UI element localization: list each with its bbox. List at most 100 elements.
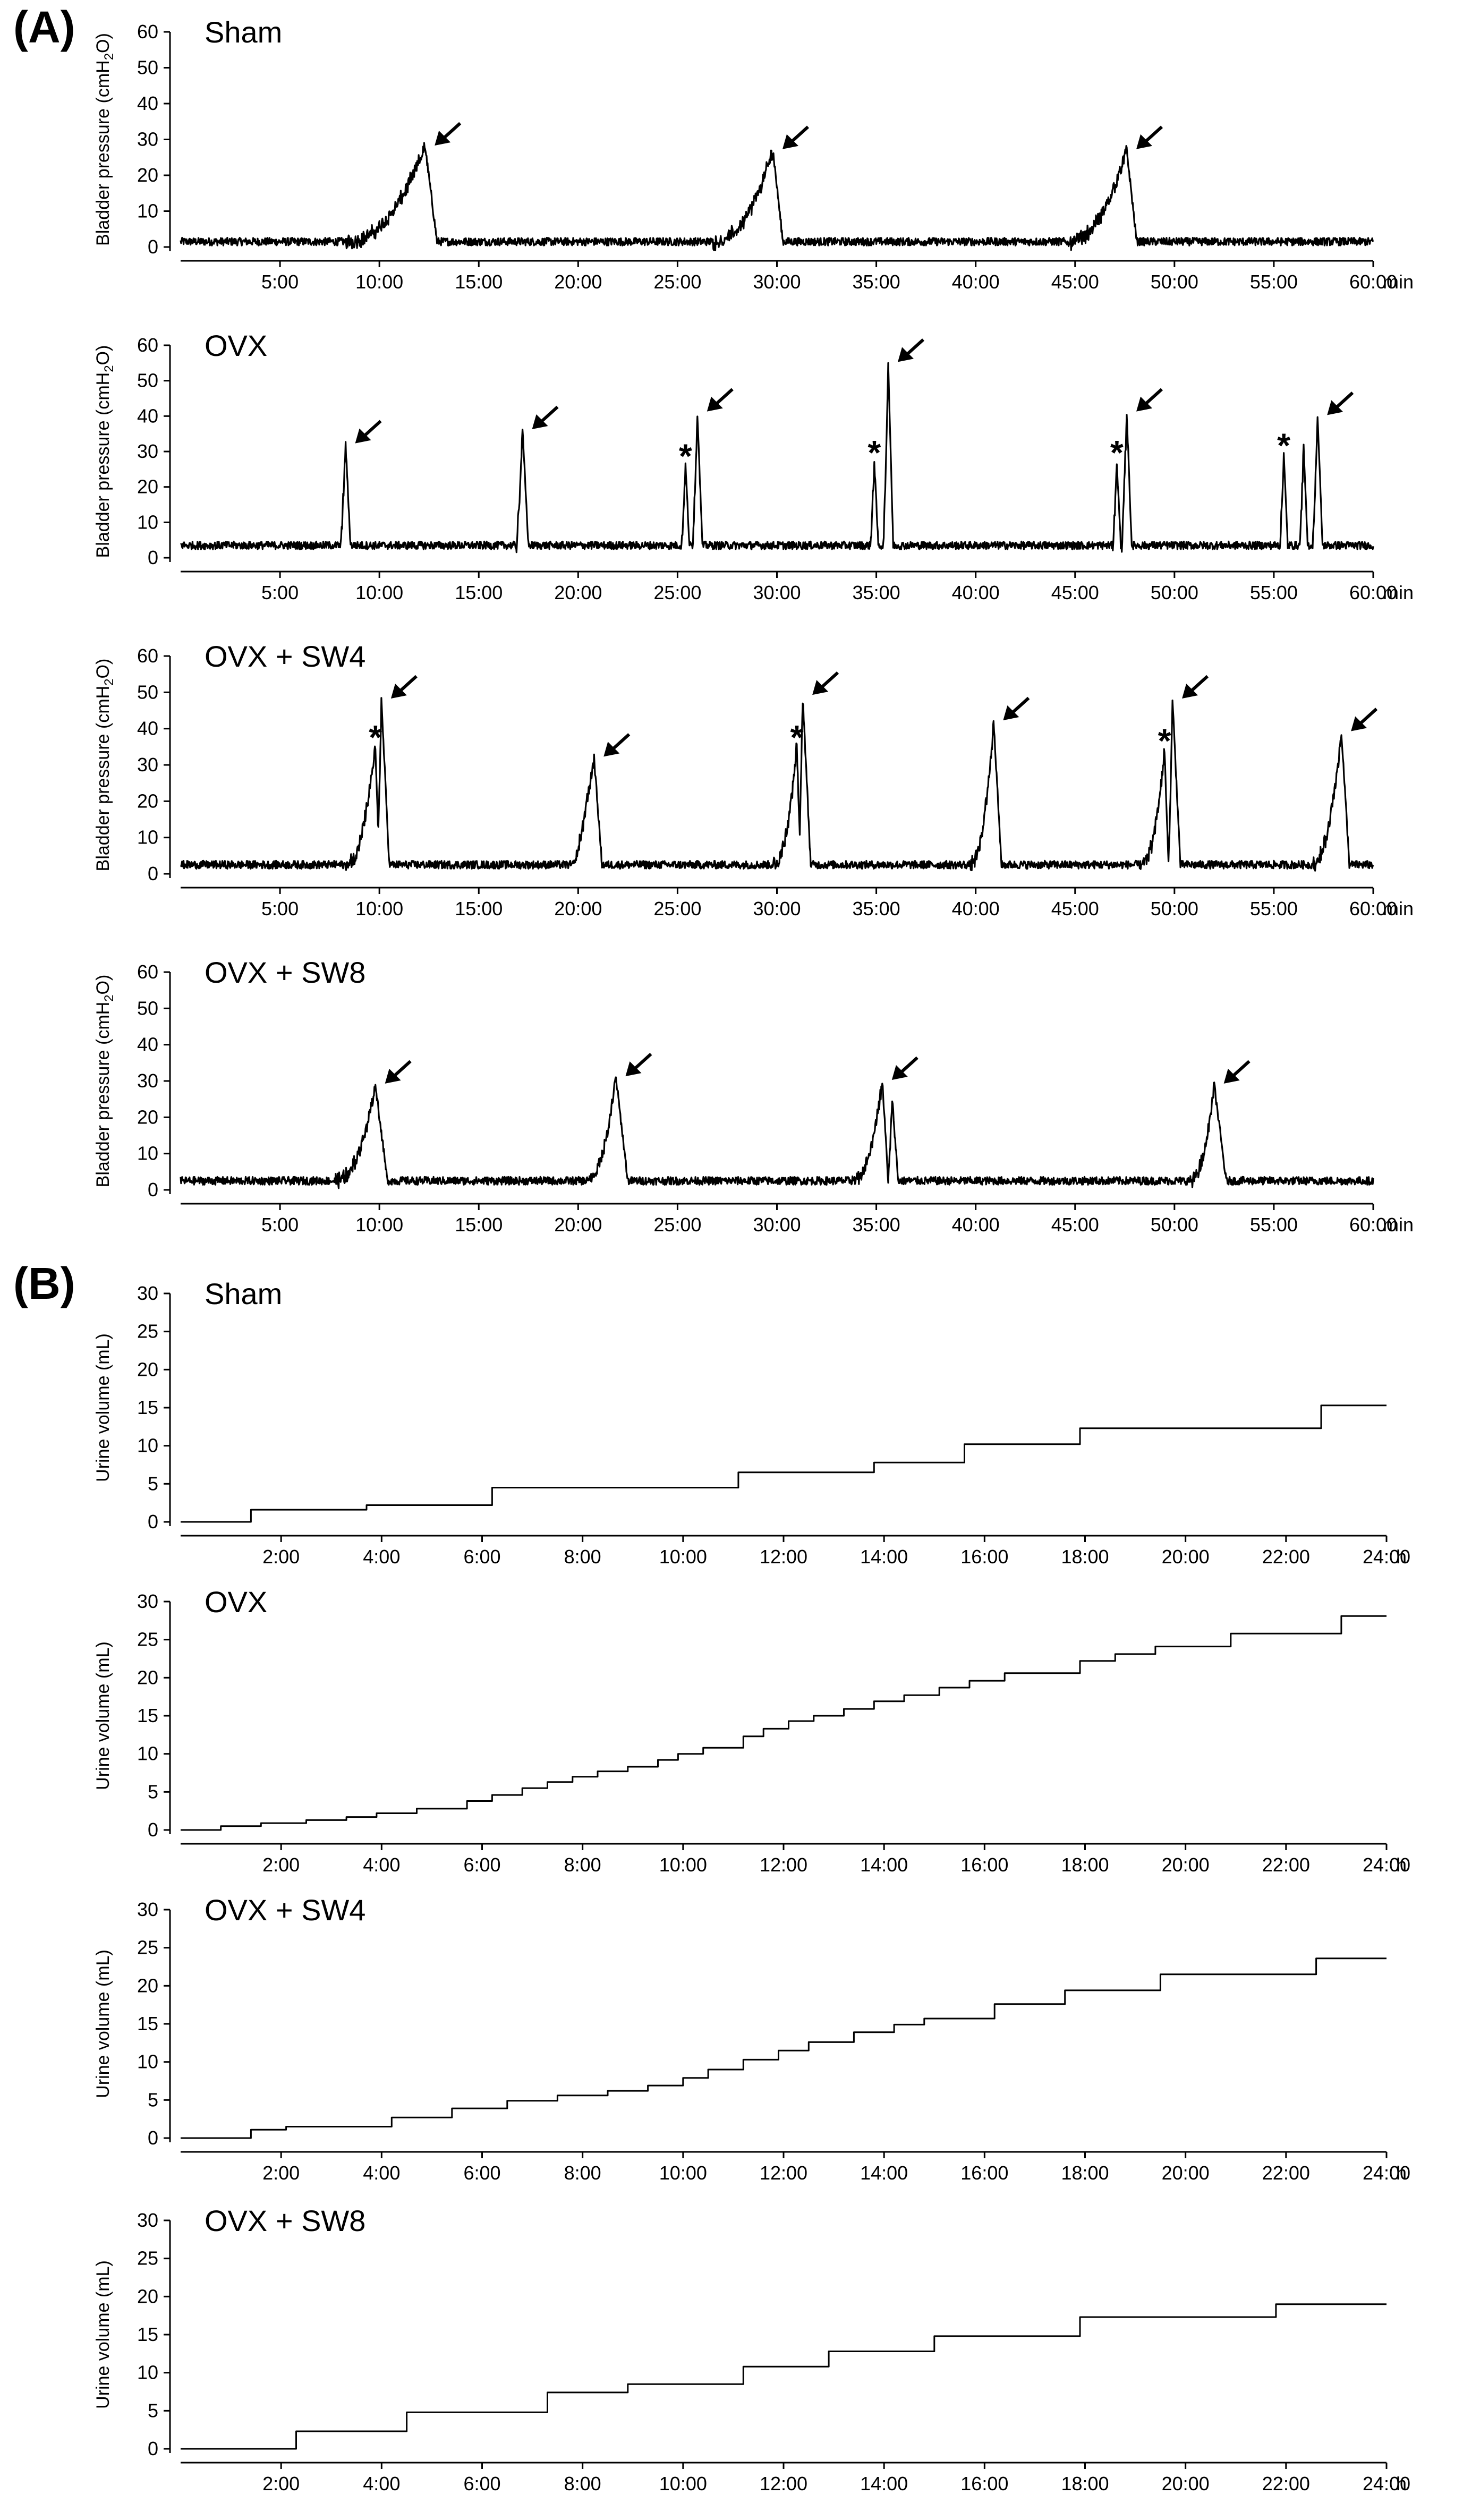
x-tick-label: 12:00 [760,2162,807,2184]
y-tick-label: 30 [137,129,158,150]
y-tick-label: 60 [137,645,158,667]
y-tick-label: 50 [137,681,158,703]
data-trace [180,1076,1374,1189]
x-tick-label: 2:00 [262,2473,300,2495]
x-tick-label: 14:00 [860,1546,908,1568]
asterisk-marker: * [1158,722,1171,760]
x-tick-label: 50:00 [1151,582,1198,603]
chart-title: OVX + SW8 [205,956,365,989]
x-tick-label: 18:00 [1061,2473,1109,2495]
x-tick-label: 2:00 [262,1546,300,1568]
chart-3: 0 10 20 30 40 50 60 5:00 10:00 15:00 20:00 25:00 30:… [93,640,1414,920]
x-tick-label: 40:00 [952,1214,1000,1236]
arrow-icon [435,122,462,146]
x-tick-label: 15:00 [455,1214,503,1236]
y-tick-label: 0 [148,863,158,884]
x-tick-label: 60:00 [1349,582,1397,603]
y-tick-label: 10 [137,827,158,848]
arrow-icon [707,388,734,412]
x-tick-label: 20:00 [554,582,602,603]
chart-6: 0 5 10 15 20 25 30 2:00 4:00 6:00 8:00 10:00 12:00 14… [93,1585,1410,1876]
x-tick-label: 4:00 [363,1854,400,1876]
arrow-icon [898,338,925,362]
asterisk-marker: * [790,718,803,756]
x-tick-label: 50:00 [1151,271,1198,293]
x-tick-label: 5:00 [261,1214,299,1236]
chart-title: OVX + SW8 [205,2204,365,2237]
y-tick-label: 20 [137,1358,158,1380]
x-tick-label: 8:00 [564,1546,601,1568]
arrow-icon [1003,696,1030,720]
x-tick-label: 4:00 [363,1546,400,1568]
x-tick-label: 20:00 [1162,1546,1210,1568]
arrow-icon [603,733,631,757]
arrow-icon [782,125,810,149]
y-tick-label: 20 [137,1974,158,1996]
x-tick-label: 2:00 [262,1854,300,1876]
x-unit-label: h [1396,2162,1407,2184]
y-tick-label: 10 [137,2362,158,2383]
arrow-icon [385,1060,412,1084]
x-tick-label: 20:00 [1162,2473,1210,2495]
y-tick-label: 10 [137,200,158,222]
x-tick-label: 55:00 [1250,898,1298,920]
y-axis-label: Bladder pressure (cmH2O) [93,345,116,558]
y-tick-label: 0 [148,2438,158,2459]
x-tick-label: 20:00 [554,898,602,920]
chart-title: Sham [205,15,282,49]
y-tick-label: 20 [137,1666,158,1688]
arrow-icon [891,1056,918,1080]
arrow-icon [1182,675,1209,699]
x-tick-label: 8:00 [564,2473,601,2495]
arrow-icon [390,675,418,699]
y-tick-label: 30 [137,440,158,462]
arrow-icon [355,420,382,444]
panel-b-label: (B) [13,1258,75,1308]
y-tick-label: 30 [137,1590,158,1612]
y-tick-label: 40 [137,405,158,427]
x-tick-label: 16:00 [960,1854,1008,1876]
asterisk-marker: * [1110,433,1124,472]
x-tick-label: 14:00 [860,2162,908,2184]
data-trace [180,697,1374,872]
y-tick-label: 10 [137,511,158,533]
y-axis-label: Bladder pressure (cmH2O) [93,975,116,1188]
arrow-icon [812,671,839,695]
chart-title: OVX [205,1585,267,1619]
x-tick-label: 22:00 [1262,2162,1310,2184]
chart-title: OVX + SW4 [205,640,365,673]
x-tick-label: 2:00 [262,2162,300,2184]
x-tick-label: 35:00 [853,582,900,603]
y-tick-label: 60 [137,21,158,42]
data-trace [180,362,1374,554]
y-tick-label: 20 [137,164,158,186]
x-tick-label: 50:00 [1151,1214,1198,1236]
y-axis-label: Urine volume (mL) [93,1333,113,1482]
x-unit-label: min [1383,582,1414,603]
arrow-icon [1351,708,1378,731]
x-tick-label: 10:00 [659,1546,707,1568]
y-tick-label: 40 [137,92,158,114]
x-tick-label: 22:00 [1262,1546,1310,1568]
x-tick-label: 35:00 [853,898,900,920]
x-tick-label: 40:00 [952,582,1000,603]
x-tick-label: 10:00 [659,2473,707,2495]
x-tick-label: 45:00 [1051,1214,1099,1236]
y-tick-label: 30 [137,754,158,776]
y-tick-label: 10 [137,2051,158,2073]
x-tick-label: 30:00 [753,271,801,293]
asterisk-marker: * [867,433,881,472]
arrow-icon [1136,125,1163,149]
y-tick-label: 40 [137,1034,158,1055]
x-tick-label: 16:00 [960,1546,1008,1568]
x-tick-label: 20:00 [1162,2162,1210,2184]
asterisk-marker: * [369,718,382,756]
x-tick-label: 10:00 [355,898,403,920]
y-tick-label: 50 [137,57,158,79]
y-tick-label: 5 [148,1781,158,1802]
x-tick-label: 60:00 [1349,1214,1397,1236]
x-tick-label: 20:00 [554,1214,602,1236]
x-tick-label: 24:00 [1363,1546,1410,1568]
x-tick-label: 24:00 [1363,2473,1410,2495]
